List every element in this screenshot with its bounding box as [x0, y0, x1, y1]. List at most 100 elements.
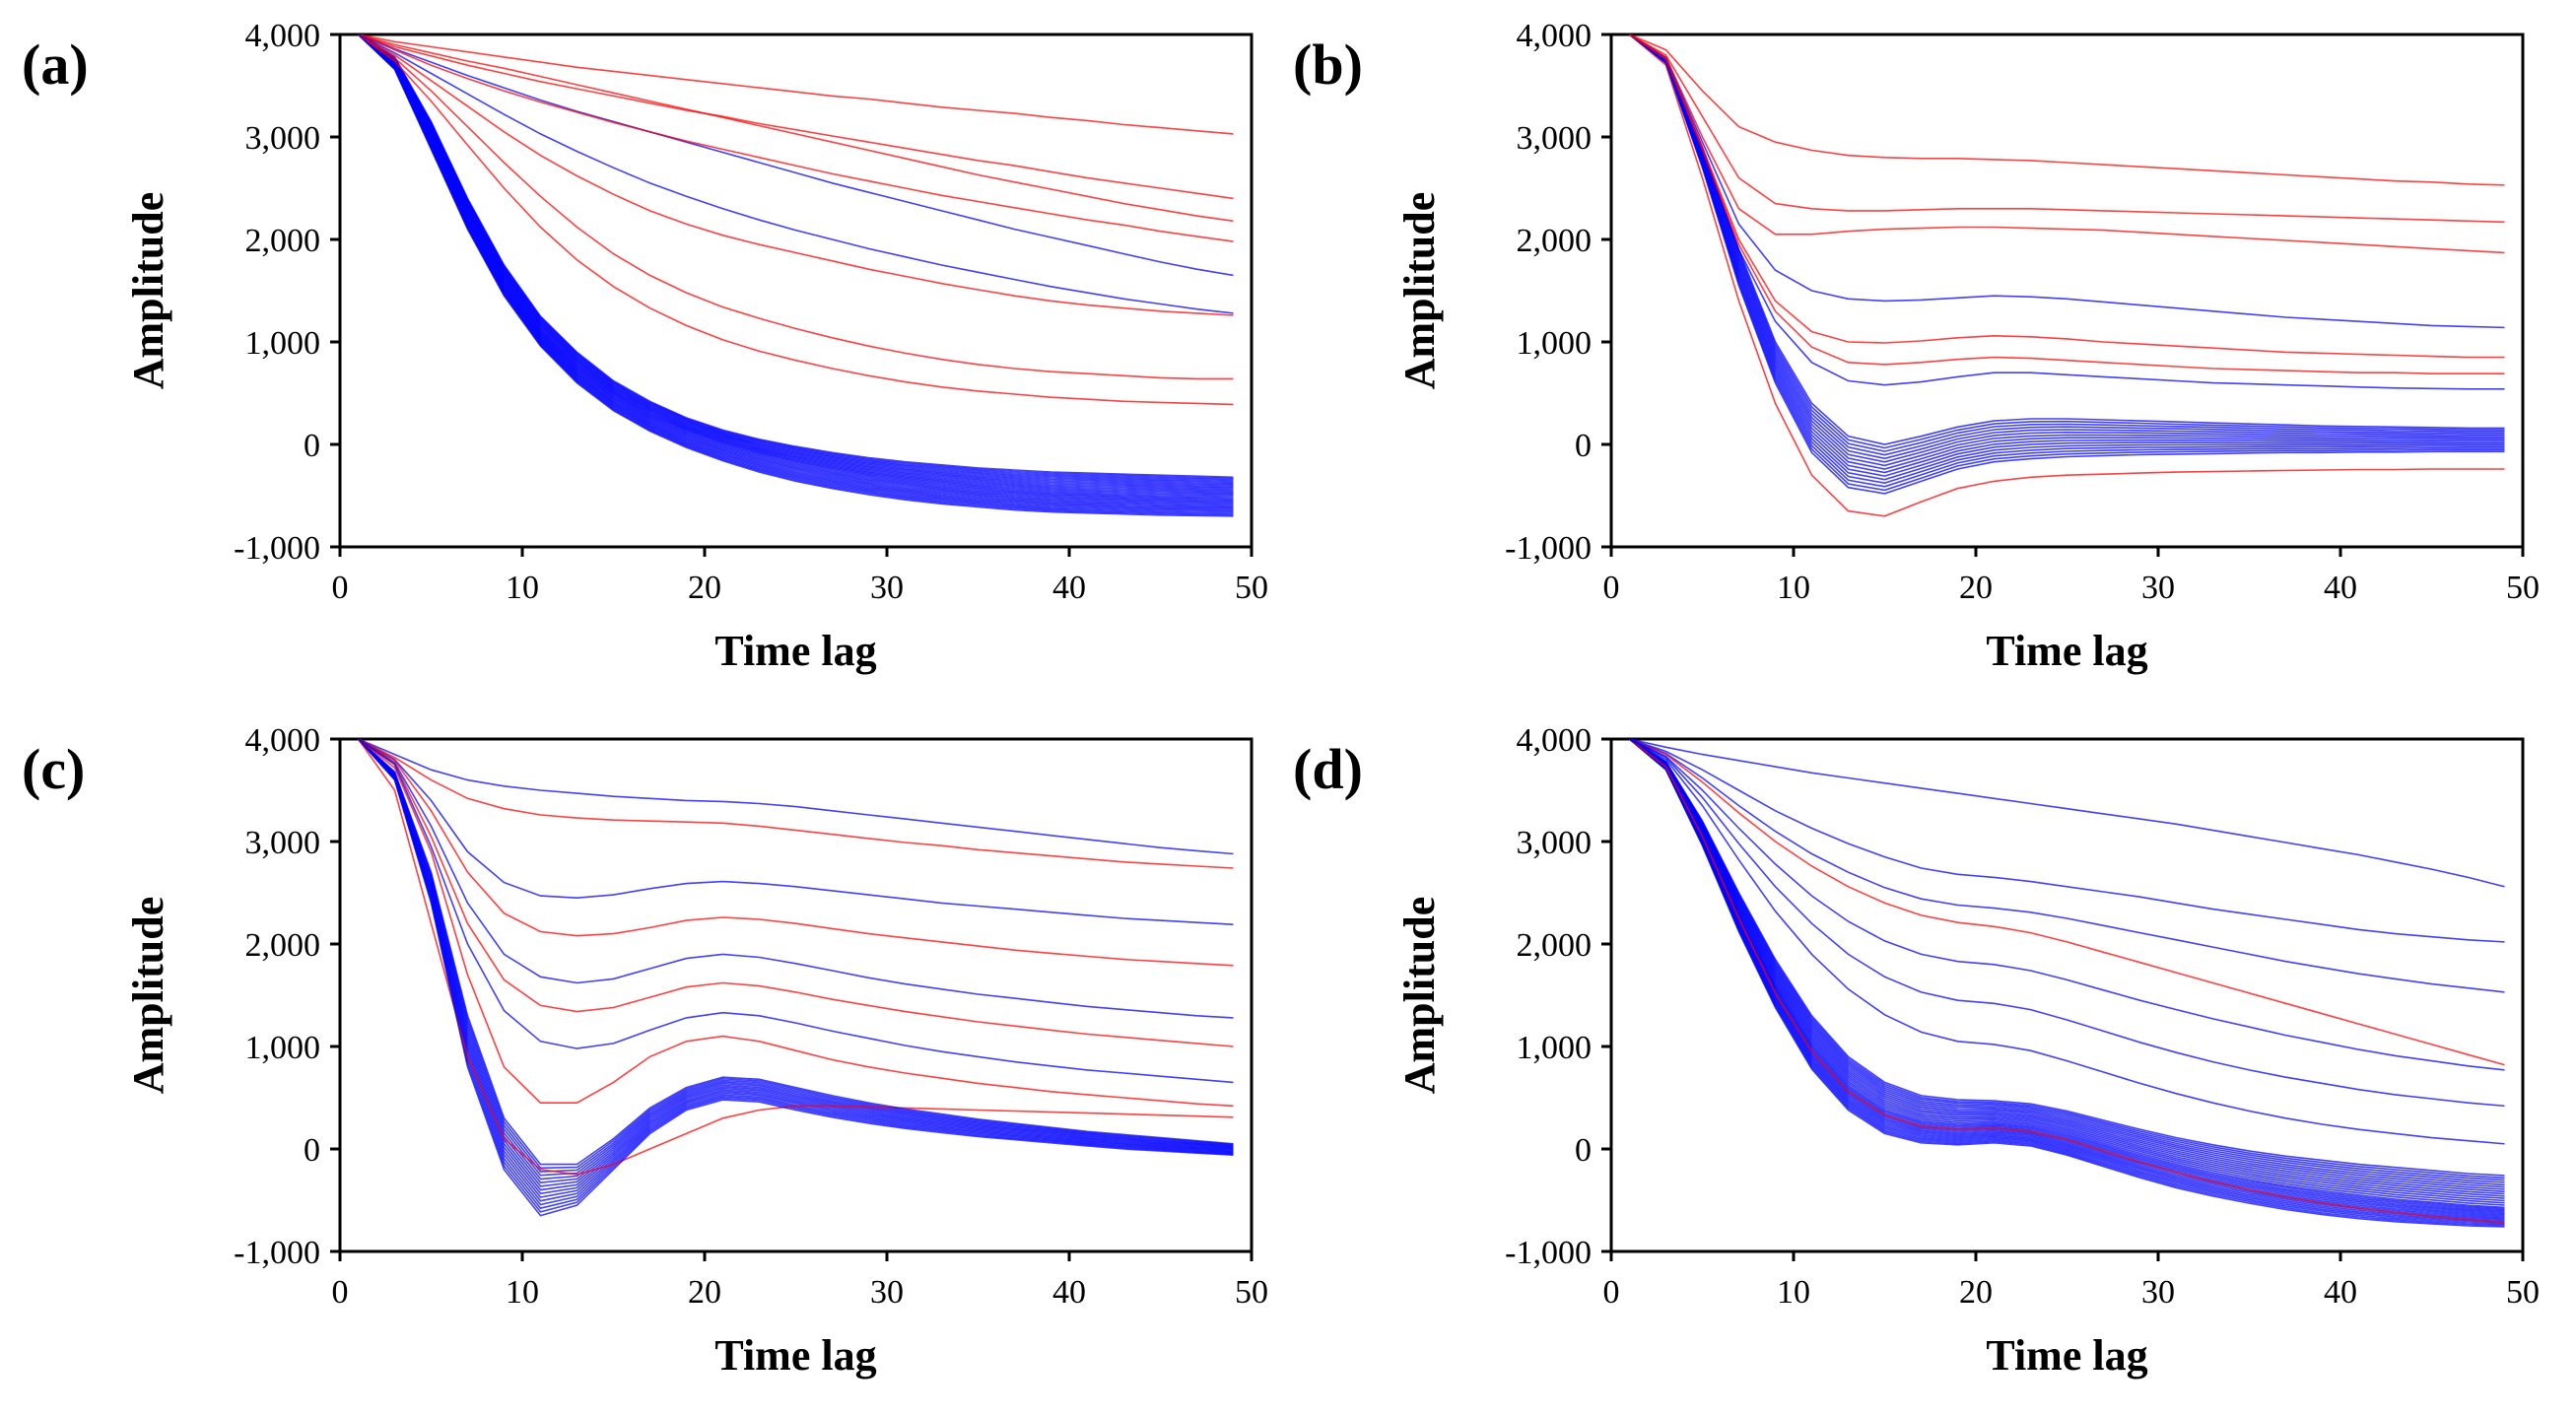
band-fill-curve	[357, 739, 1234, 1191]
y-tick-label: 1,000	[245, 1030, 321, 1066]
x-tick-label: 20	[1959, 1274, 1993, 1311]
series-line	[358, 739, 1234, 869]
band-fill-curve	[1629, 739, 2505, 1202]
series-line	[1629, 739, 2505, 888]
series-line	[1629, 34, 2505, 329]
series-line	[1629, 739, 2505, 943]
band-fill-curve	[1629, 34, 2505, 470]
plot-frame	[1609, 737, 2525, 1253]
series-line	[1628, 739, 2505, 1228]
series-line	[357, 739, 1234, 1217]
band-fill-curve	[1629, 34, 2505, 485]
series-line	[357, 34, 1234, 517]
series-line	[357, 739, 1234, 1176]
band-fill-curve	[1629, 739, 2505, 1181]
series-line	[358, 34, 1234, 135]
chart-panel-c: 0 10 20 30 40 50 -1,000 0 1,000 2,000 3,000 4,000 Ti…	[22, 722, 1268, 1380]
x-tick-label: 30	[870, 570, 904, 606]
band-fill-curve	[1629, 34, 2505, 477]
y-tick-label: 3,000	[245, 825, 321, 861]
chart-panel-a: 0 10 20 30 40 50 -1,000 0 1,000 2,000 3,000 4,000 Ti…	[22, 18, 1268, 675]
y-tick-label: 1,000	[245, 325, 321, 362]
x-tick-label: 30	[870, 1274, 904, 1311]
y-tick-label: 0	[304, 1132, 320, 1169]
band-fill-curve	[357, 739, 1234, 1173]
band-fill-curve	[1629, 34, 2505, 488]
band-fill-curve	[357, 739, 1234, 1180]
series-line	[1629, 739, 2505, 1177]
panel-d: 0 10 20 30 40 50 -1,000 0 1,000 2,000 3,000 4,000 Ti…	[1271, 705, 2542, 1394]
band-fill-curve	[1629, 34, 2505, 456]
series-line	[358, 739, 1234, 1019]
x-tick-label: 10	[1777, 570, 1810, 606]
x-tick-label: 10	[1777, 1274, 1810, 1311]
band-fill-curve	[357, 739, 1234, 1213]
panel-b: 0 10 20 30 40 50 -1,000 0 1,000 2,000 3,000 4,000 Ti…	[1271, 0, 2542, 690]
band-fill-curve	[1629, 739, 2505, 1199]
y-tick-label: 2,000	[245, 927, 321, 964]
series-line	[1629, 34, 2505, 445]
x-tick-label: 40	[2324, 570, 2357, 606]
band-fill-curve	[1629, 34, 2505, 460]
y-tick-label: 1,000	[1517, 325, 1593, 362]
y-tick-label: 0	[304, 428, 320, 464]
series-line	[358, 34, 1234, 314]
band-fill-curve	[357, 739, 1234, 1170]
y-axis-title: Amplitude	[124, 192, 172, 389]
y-tick-label: 4,000	[245, 722, 321, 759]
series-line	[1629, 34, 2505, 224]
series-line	[358, 739, 1234, 1108]
series-line	[1629, 34, 2505, 390]
panel-label: (c)	[22, 737, 85, 801]
x-axis-title: Time lag	[1986, 1331, 2147, 1380]
band-fill-curve	[357, 739, 1234, 1177]
panel-a: 0 10 20 30 40 50 -1,000 0 1,000 2,000 3,000 4,000 Ti…	[0, 0, 1271, 690]
x-tick-label: 30	[2141, 1274, 2175, 1311]
y-tick-label: 0	[1575, 428, 1592, 464]
series-line	[358, 739, 1234, 925]
band-fill-curve	[357, 739, 1234, 1184]
y-tick-label: 4,000	[1517, 18, 1593, 54]
y-tick-label: 4,000	[1517, 722, 1593, 759]
x-axis-title: Time lag	[714, 627, 876, 675]
chart-panel-b: 0 10 20 30 40 50 -1,000 0 1,000 2,000 3,000 4,000 Ti…	[1293, 18, 2540, 675]
x-tick-label: 40	[2324, 1274, 2357, 1311]
x-tick-label: 20	[688, 570, 721, 606]
band-fill-curve	[1629, 739, 2505, 1183]
y-axis-title: Amplitude	[124, 897, 172, 1094]
series-line	[358, 34, 1234, 316]
series-line	[358, 739, 1234, 1047]
y-tick-label: -1,000	[234, 530, 320, 567]
series-line	[358, 34, 1234, 498]
band-fill-curve	[357, 739, 1234, 1210]
x-tick-label: 50	[2506, 570, 2540, 606]
band-fill-curve	[1629, 34, 2505, 481]
plot-frame	[338, 737, 1254, 1253]
band-fill-curve	[357, 739, 1234, 1198]
series-line	[1629, 34, 2505, 186]
y-axis-title: Amplitude	[1395, 192, 1444, 389]
x-tick-label: 0	[332, 1274, 349, 1311]
series-line	[357, 739, 1234, 1166]
series-line	[358, 34, 1234, 406]
x-tick-label: 20	[1959, 570, 1993, 606]
series-line	[1629, 34, 2505, 495]
band-fill-curve	[357, 739, 1234, 1187]
band-fill-curve	[1629, 739, 2505, 1190]
y-tick-label: 4,000	[245, 18, 321, 54]
band-fill-curve	[1629, 739, 2505, 1180]
y-tick-label: -1,000	[234, 1235, 320, 1271]
y-tick-label: 2,000	[1517, 223, 1593, 259]
series-line	[358, 739, 1234, 1084]
series-line	[1629, 739, 2505, 1209]
y-tick-label: 1,000	[1517, 1030, 1593, 1066]
band-fill-curve	[1629, 34, 2505, 492]
band-fill-curve	[357, 739, 1234, 1202]
series-line	[1629, 739, 2505, 1066]
band-fill-curve	[1629, 739, 2505, 1195]
series-line	[1629, 739, 2505, 1108]
band-fill-curve	[1629, 739, 2505, 1192]
x-tick-label: 0	[1603, 1274, 1620, 1311]
series-line	[358, 739, 1234, 967]
series-group	[357, 34, 1234, 517]
